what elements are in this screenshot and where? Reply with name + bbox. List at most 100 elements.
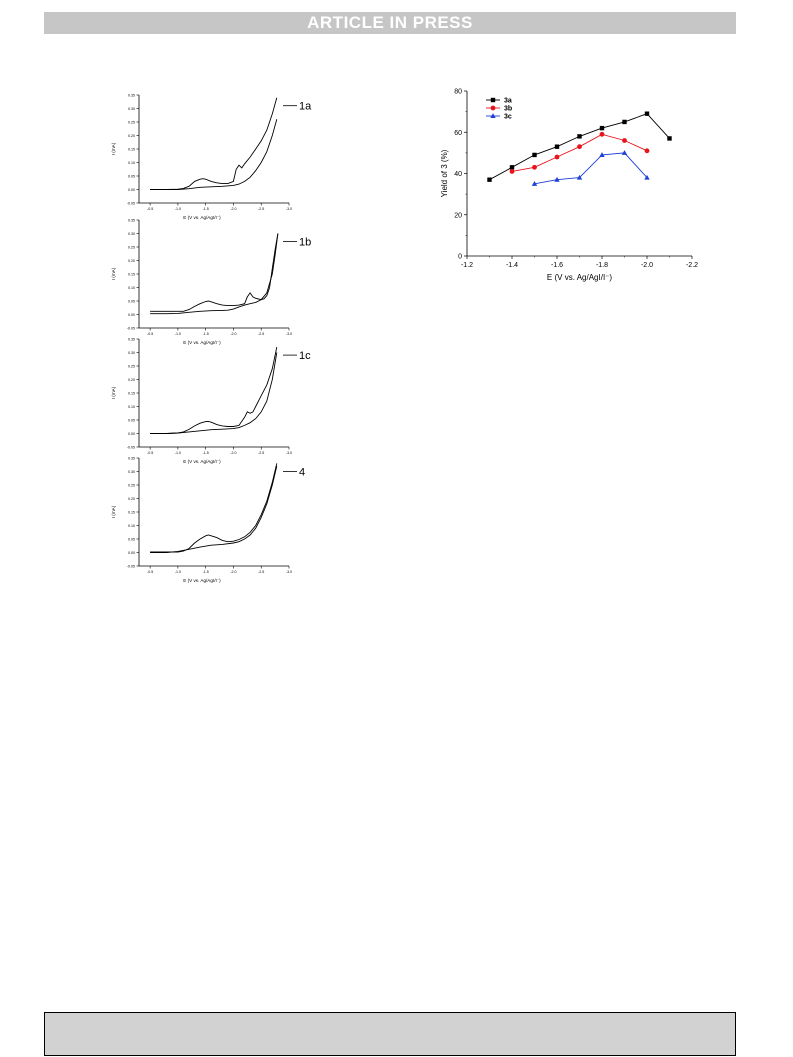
- y-axis-label: I (mA): [111, 386, 116, 399]
- x-tick-label: -1.6: [551, 262, 563, 269]
- legend-marker-3b: [490, 105, 496, 111]
- y-tick-label: 0.00: [128, 432, 135, 436]
- y-tick-label: 0.35: [128, 94, 135, 98]
- x-axis-label: E (V vs. Ag/AgI/I⁻): [183, 459, 221, 464]
- y-tick-label: 0.05: [128, 538, 135, 542]
- x-tick-label: -3.0: [286, 207, 292, 211]
- y-tick-label: 0.00: [128, 313, 135, 317]
- footer-box: [44, 1012, 736, 1056]
- x-tick-label: -2.5: [258, 207, 264, 211]
- data-point-3a: [509, 165, 515, 170]
- x-tick-label: -0.5: [147, 570, 153, 574]
- y-tick-label: 0.20: [128, 259, 135, 263]
- legend-marker-3c: [490, 113, 496, 118]
- y-tick-label: 0.15: [128, 273, 135, 277]
- data-point-3b: [509, 169, 515, 174]
- panel-label: 1c: [299, 350, 311, 362]
- yield-vs-potential-chart: 0 20 40 60 80 -1.2 -1.4 -1.6 -1.8 -2.0 -2.2 E (V vs…: [440, 89, 698, 283]
- cv-reverse-scan-1a: [150, 97, 278, 190]
- y-tick-label: -0.05: [127, 202, 135, 206]
- cv-forward-scan-4: [150, 465, 278, 553]
- data-point-3b: [554, 154, 560, 160]
- x-tick-label: -2.5: [258, 570, 264, 574]
- data-point-3c: [644, 174, 650, 180]
- y-tick-label: 40: [454, 171, 462, 178]
- y-tick-label: 0.15: [128, 392, 135, 396]
- y-tick-label: -0.05: [127, 565, 135, 569]
- y-tick-label: 80: [454, 89, 462, 96]
- data-point-3a: [487, 177, 492, 182]
- x-axis-label: E (V vs. Ag/AgI/I⁻): [183, 340, 221, 345]
- x-tick-label: -2.2: [686, 262, 698, 269]
- cv-forward-scan-1b: [150, 233, 279, 315]
- cv-panel-1c: -0.05 0.00 0.05 0.10 0.15 0.20 0.25 0.30 0.35 -0.…: [111, 338, 311, 465]
- y-tick-label: 0.10: [128, 161, 135, 165]
- series-3c: [531, 150, 650, 186]
- y-tick-label: 60: [454, 130, 462, 137]
- y-tick-label: 0.10: [128, 524, 135, 528]
- x-tick-label: -2.0: [230, 451, 236, 455]
- y-tick-label: 0.20: [128, 378, 135, 382]
- y-tick-label: 0.15: [128, 148, 135, 152]
- x-tick-label: -3.0: [286, 451, 292, 455]
- article-in-press-banner: ARTICLE IN PRESS: [44, 12, 736, 34]
- y-tick-label: 0.20: [128, 134, 135, 138]
- y-tick-label: 0.30: [128, 232, 135, 236]
- x-tick-label: -1.8: [596, 262, 608, 269]
- data-point-3a: [622, 119, 627, 125]
- y-tick-label: 0.35: [128, 338, 135, 342]
- cyclic-voltammogram-figure: -0.05 0.00 0.05 0.10 0.15 0.20 0.25 0.30 0.35 -0.…: [111, 94, 312, 584]
- y-tick-label: 0.35: [128, 219, 135, 223]
- y-tick-label: 0.30: [128, 351, 135, 355]
- y-tick-label: 0.35: [128, 457, 135, 461]
- y-axis-label: I (mA): [111, 142, 116, 155]
- data-point-3a: [577, 134, 582, 139]
- x-tick-label: -2.0: [230, 332, 236, 336]
- x-tick-label: -1.5: [203, 451, 209, 455]
- data-point-3c: [599, 152, 605, 157]
- cv-reverse-scan-4: [150, 463, 278, 553]
- y-tick-label: 0.30: [128, 470, 135, 474]
- data-point-3a: [599, 125, 605, 131]
- x-tick-label: -1.0: [175, 570, 181, 574]
- x-tick-label: -3.0: [286, 570, 292, 574]
- y-tick-label: 0: [458, 254, 462, 261]
- x-tick-label: -2.0: [641, 262, 653, 269]
- x-tick-label: -1.5: [203, 332, 209, 336]
- y-tick-label: 0.20: [128, 497, 135, 501]
- x-tick-label: -1.5: [203, 207, 209, 211]
- series-line-3c: [534, 152, 648, 185]
- x-tick-label: -0.5: [147, 332, 153, 336]
- x-tick-label: -1.4: [506, 262, 518, 269]
- y-tick-label: 0.00: [128, 188, 135, 192]
- y-axis-label: I (mA): [111, 267, 116, 280]
- x-axis-label: E (V vs. Ag/AgI/I⁻): [547, 273, 612, 282]
- panel-label: 1a: [299, 101, 312, 113]
- y-tick-label: 0.30: [128, 107, 135, 111]
- data-point-3b: [577, 144, 582, 150]
- y-tick-label: 0.25: [128, 121, 135, 125]
- x-tick-label: -0.5: [147, 451, 153, 455]
- legend-label-3b: 3b: [504, 106, 512, 113]
- data-point-3c: [554, 176, 560, 182]
- x-tick-label: -1.5: [203, 570, 209, 574]
- cv-reverse-scan-1c: [150, 347, 278, 434]
- y-tick-label: -0.05: [127, 327, 135, 331]
- x-tick-label: -0.5: [147, 207, 153, 211]
- legend-label-3a: 3a: [504, 98, 512, 105]
- y-tick-label: 0.25: [128, 365, 135, 369]
- y-tick-label: 0.10: [128, 405, 135, 409]
- data-point-3b: [622, 138, 627, 143]
- y-tick-label: 0.05: [128, 419, 135, 423]
- y-tick-label: 0.25: [128, 246, 135, 250]
- x-tick-label: -3.0: [286, 332, 292, 336]
- y-tick-label: 0.00: [128, 551, 135, 555]
- y-tick-label: 20: [454, 212, 462, 219]
- panel-label: 1b: [299, 237, 311, 249]
- cv-reverse-scan-1b: [150, 233, 279, 312]
- x-tick-label: -2.0: [230, 570, 236, 574]
- data-point-3a: [532, 152, 537, 158]
- panel-label: 4: [299, 466, 305, 478]
- y-axis-label: I (mA): [111, 505, 116, 518]
